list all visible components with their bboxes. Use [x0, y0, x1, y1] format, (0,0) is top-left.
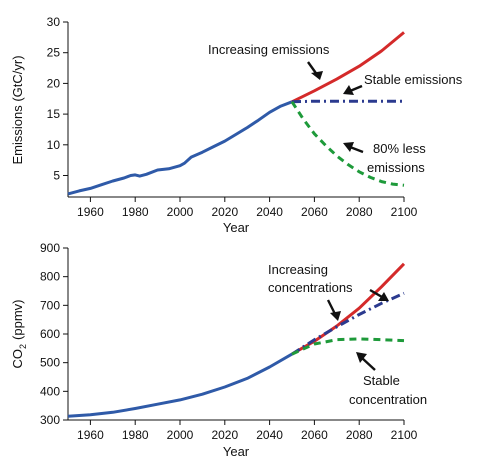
emissions-series-line-0 [67, 100, 293, 196]
co2-y-tick-label: 500 [40, 356, 60, 370]
co2-series-line-3 [291, 337, 405, 356]
co2-x-tick-label: 2020 [211, 428, 238, 442]
co2-series-line-2 [291, 291, 405, 356]
arrow-stable-concentration [356, 352, 376, 371]
arrow-increasing-emissions [307, 61, 323, 80]
co2-x-tick-label: 2060 [301, 428, 328, 442]
emissions-x-tick-label: 2000 [167, 205, 194, 219]
arrow-increasing-concentrations-right [369, 288, 389, 301]
co2-x-axis-title: Year [223, 444, 250, 459]
arrow-increasing-concentrations-left [326, 299, 341, 321]
co2-y-tick-label: 400 [40, 384, 60, 398]
emissions-series-line-3 [290, 100, 405, 187]
co2-y-tick-label: 900 [40, 241, 60, 255]
emissions-x-tick-label: 1960 [77, 205, 104, 219]
emissions-x-tick-label: 1980 [122, 205, 149, 219]
emissions-y-tick-label: 20 [47, 76, 61, 90]
arrow-80-less-emissions [343, 142, 364, 154]
co2-x-tick-label: 2100 [391, 428, 418, 442]
co2-y-tick-label: 800 [40, 270, 60, 284]
annotation-concentrations: concentrations [268, 280, 353, 295]
annotation-concentration: concentration [349, 392, 427, 407]
emissions-x-tick-label: 2100 [391, 205, 418, 219]
co2-y-tick-label: 700 [40, 298, 60, 312]
emissions-x-tick-label: 2020 [211, 205, 238, 219]
emissions-series-line-2 [291, 99, 404, 104]
co2-panel: 300 400 500 600 700 800 900 1960 1980 2000 2020 20… [10, 241, 427, 459]
emissions-y-axis-title: Emissions (GtC/yr) [10, 55, 25, 164]
annotation-stable-emissions: Stable emissions [364, 72, 463, 87]
emissions-x-tick-label: 2040 [256, 205, 283, 219]
co2-y-axis-title-main: CO [10, 349, 25, 369]
emissions-y-tick-label: 30 [47, 15, 61, 29]
emissions-x-tick-label: 2080 [346, 205, 373, 219]
co2-y-axis-title-sub: 2 [18, 344, 28, 349]
emissions-y-tick-label: 5 [53, 169, 60, 183]
annotation-increasing-emissions: Increasing emissions [208, 42, 330, 57]
co2-y-axis-title: CO2 (ppmv) [10, 300, 28, 369]
emissions-y-tick-label: 25 [47, 46, 61, 60]
emissions-y-tick-label: 10 [47, 138, 61, 152]
annotation-80-less: 80% less [373, 141, 426, 156]
co2-x-tick-label: 2000 [167, 428, 194, 442]
co2-x-tick-label: 1960 [77, 428, 104, 442]
annotation-stable: Stable [363, 373, 400, 388]
annotation-emissions: emissions [367, 160, 425, 175]
co2-y-axis-title-unit: (ppmv) [10, 300, 25, 340]
co2-x-tick-label: 1980 [122, 428, 149, 442]
co2-series-line-0 [67, 352, 293, 418]
emissions-x-axis-title: Year [223, 220, 250, 235]
emissions-y-tick-label: 15 [47, 107, 61, 121]
co2-y-tick-label: 600 [40, 327, 60, 341]
emissions-series-line-1 [291, 31, 405, 104]
annotation-increasing: Increasing [268, 262, 328, 277]
co2-y-tick-label: 300 [40, 413, 60, 427]
emissions-x-tick-label: 2060 [301, 205, 328, 219]
emissions-panel: 5 10 15 20 25 30 1960 1980 2000 2020 2040 2060 2080… [10, 15, 463, 235]
arrow-stable-emissions [343, 84, 363, 95]
co2-x-tick-label: 2080 [346, 428, 373, 442]
co2-x-tick-label: 2040 [256, 428, 283, 442]
